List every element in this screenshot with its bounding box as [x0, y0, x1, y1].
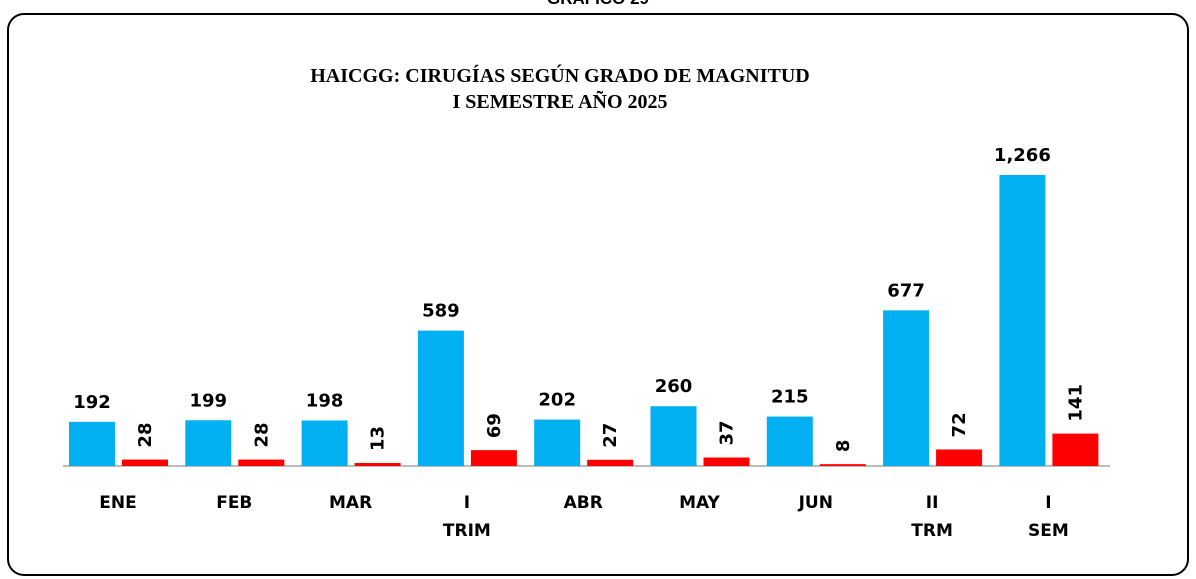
- x-tick-label: I TRIM: [443, 493, 491, 541]
- data-label: 28: [251, 423, 272, 448]
- data-label: 13: [368, 426, 389, 451]
- x-tick-label: ABR: [564, 493, 603, 513]
- data-label: 589: [422, 301, 460, 322]
- data-label: 37: [717, 420, 738, 445]
- bar: [703, 457, 750, 466]
- data-label: 8: [833, 440, 854, 453]
- data-label: 69: [484, 413, 505, 438]
- x-tick-label: I SEM: [1028, 493, 1069, 541]
- bar: [587, 459, 634, 466]
- bar: [999, 175, 1046, 466]
- x-tick-label: II TRM: [911, 493, 953, 541]
- bar: [650, 406, 697, 466]
- x-tick-label: MAR: [329, 493, 372, 513]
- data-label: 198: [306, 390, 344, 411]
- bar: [354, 463, 401, 466]
- chart-title: HAICGG: CIRUGÍAS SEGÚN GRADO DE MAGNITUD: [310, 63, 809, 87]
- data-label: 202: [538, 390, 576, 411]
- data-label: 199: [190, 390, 228, 411]
- bar: [185, 420, 232, 466]
- bar: [238, 459, 285, 466]
- heading: GRÁFICO 29: [547, 0, 649, 8]
- bar: [470, 450, 517, 466]
- x-tick-label: FEB: [216, 493, 252, 513]
- chart-subtitle: I SEMESTRE AÑO 2025: [452, 90, 667, 113]
- bar: [301, 420, 348, 466]
- bar: [883, 310, 930, 466]
- bar: [1052, 433, 1099, 466]
- x-tick-label: ENE: [99, 493, 136, 513]
- data-label: 260: [655, 376, 693, 397]
- bar: [766, 416, 813, 466]
- bar: [69, 421, 115, 466]
- bar: [819, 464, 866, 466]
- data-label: 215: [771, 387, 809, 408]
- data-label: 28: [135, 423, 156, 448]
- x-tick-label: MAY: [679, 493, 720, 513]
- data-label: 141: [1065, 384, 1086, 422]
- data-label: 192: [73, 392, 111, 413]
- data-label: 72: [949, 412, 970, 437]
- bar: [417, 330, 464, 466]
- data-label: 1,266: [994, 145, 1051, 166]
- data-label: 677: [887, 280, 925, 301]
- bar: [534, 419, 581, 466]
- bar: [122, 459, 168, 466]
- data-label: 27: [600, 423, 621, 448]
- x-tick-label: JUN: [798, 493, 833, 513]
- bar: [936, 449, 983, 466]
